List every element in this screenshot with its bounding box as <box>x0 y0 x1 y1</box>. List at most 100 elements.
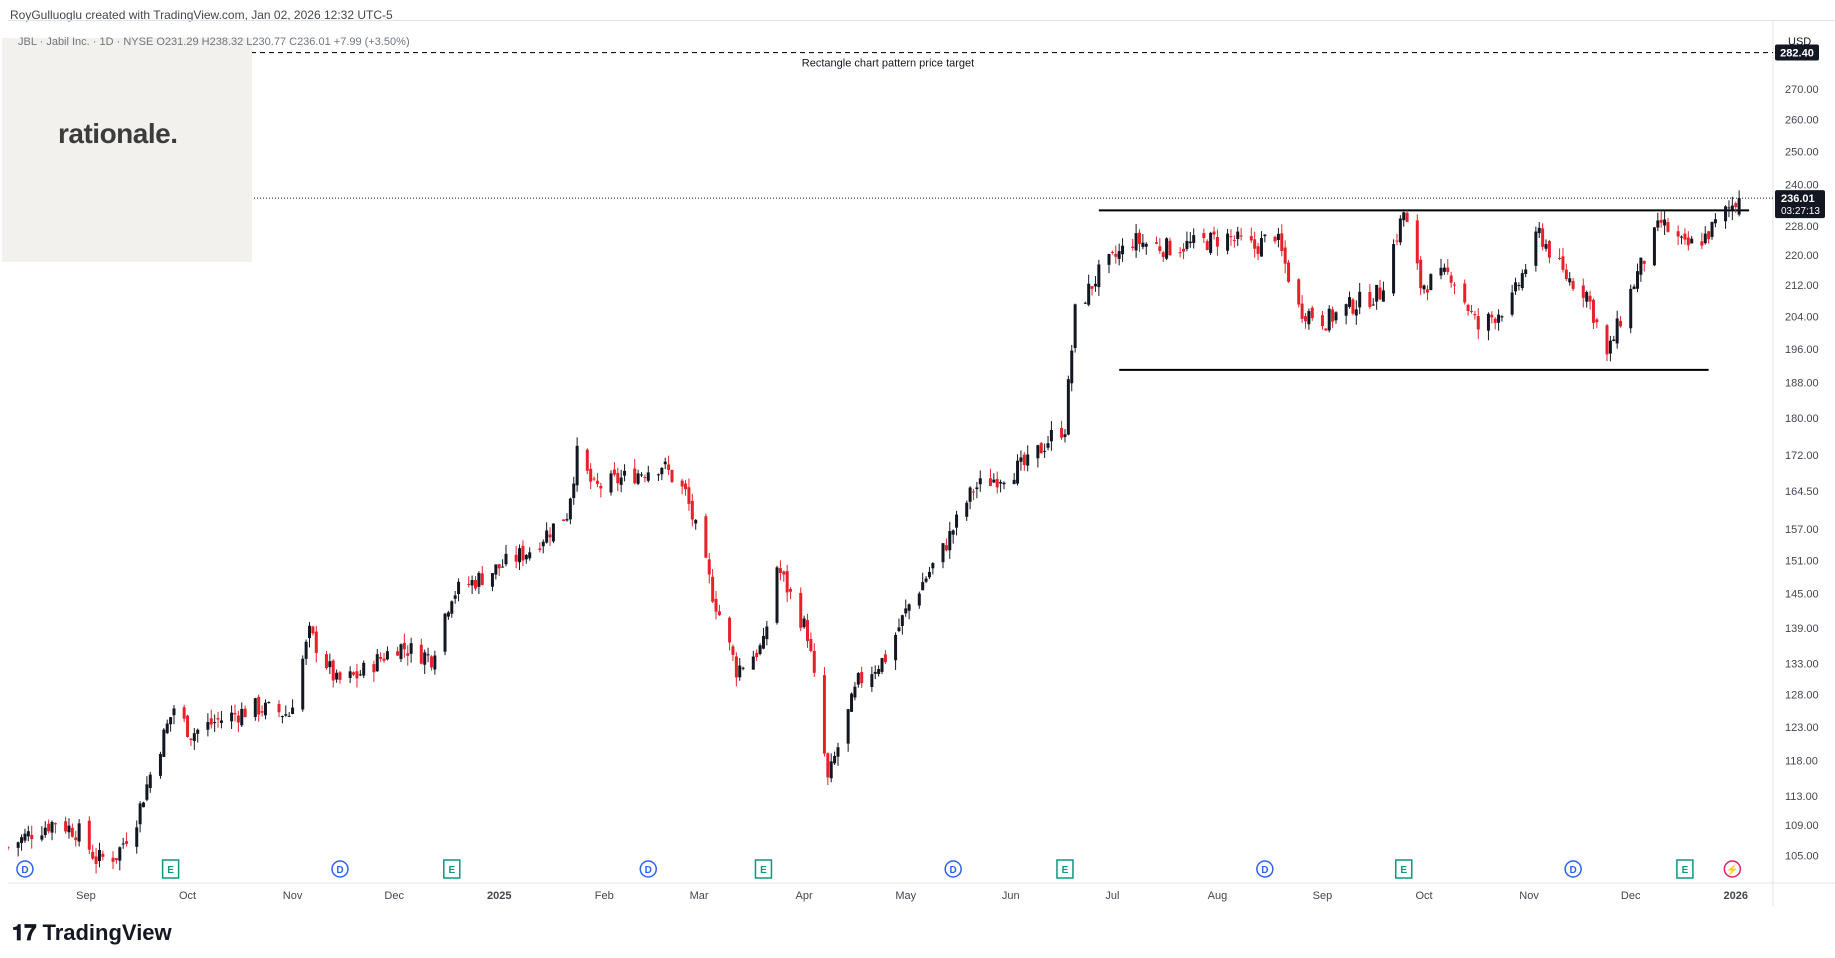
candle-body <box>1500 316 1504 318</box>
dividend-marker[interactable] <box>944 860 962 878</box>
candle-body <box>304 641 308 659</box>
earnings-marker[interactable] <box>1394 859 1413 879</box>
candle-body <box>1534 231 1538 266</box>
candle-body <box>396 651 400 656</box>
candle-body <box>907 604 911 611</box>
dividend-marker[interactable] <box>16 860 34 878</box>
candle-body <box>301 658 305 710</box>
candle-body <box>375 654 379 672</box>
candle-body <box>904 608 908 614</box>
candle-body <box>1541 228 1545 247</box>
candle-body <box>372 664 376 673</box>
candle-body <box>186 715 190 737</box>
dividend-marker[interactable] <box>1256 860 1274 878</box>
candle-body <box>1259 238 1263 257</box>
candle-body <box>1700 241 1704 246</box>
candle-body <box>931 563 935 569</box>
split-marker-icon: ⚡ <box>1726 863 1738 876</box>
candle-body <box>765 626 769 640</box>
candle-body <box>1439 267 1443 276</box>
candle-body <box>206 722 210 730</box>
candle-body <box>541 541 545 547</box>
candle-body <box>1283 247 1287 264</box>
candle-body <box>761 635 765 649</box>
earnings-marker[interactable] <box>754 859 773 879</box>
candle-body <box>778 568 782 574</box>
candle-body <box>687 487 691 504</box>
candle-body <box>1320 315 1324 327</box>
candle-body <box>253 698 257 717</box>
split-marker[interactable] <box>1723 860 1742 878</box>
candle-body <box>514 554 518 562</box>
y-tick-label: 196.00 <box>1785 344 1819 356</box>
candle-body <box>944 545 948 551</box>
candle-body <box>1273 236 1277 242</box>
x-tick-label: May <box>895 890 916 902</box>
dividend-marker[interactable] <box>331 860 349 878</box>
candle-body <box>172 708 176 716</box>
candle-body <box>490 573 494 587</box>
y-tick-label: 228.00 <box>1785 221 1819 233</box>
candle-body <box>91 851 95 859</box>
earnings-marker[interactable] <box>161 859 180 879</box>
candle-body <box>1226 233 1230 251</box>
candle-body <box>1429 274 1433 291</box>
y-tick-label: 105.00 <box>1785 850 1819 862</box>
candle-body <box>240 708 244 726</box>
candle-body <box>1381 290 1385 302</box>
candle-body <box>883 654 887 663</box>
tradingview-brand[interactable]: 𝟏𝟕 TradingView <box>12 920 172 946</box>
candle-body <box>900 615 904 626</box>
candle-body <box>419 644 423 664</box>
candle-body <box>551 523 555 542</box>
candle-body <box>219 720 223 723</box>
earnings-marker[interactable] <box>1676 859 1694 879</box>
chart-frame[interactable]: USD 105.00 109.00 113.00 118.00 123.00 128.00 1… <box>8 20 1835 906</box>
candle-body <box>474 580 478 589</box>
price-chart[interactable]: USD105.00109.00113.00118.00123.00128.001… <box>8 21 1835 906</box>
candle-body <box>1229 236 1233 238</box>
candle-body <box>518 548 522 563</box>
candle-body <box>1663 219 1667 226</box>
candle-body <box>446 612 450 617</box>
y-tick-label: 172.00 <box>1785 450 1819 462</box>
candle-body <box>1493 318 1497 323</box>
dividend-marker[interactable] <box>1564 860 1582 878</box>
legend-low: L230.77 <box>246 36 287 48</box>
candle-body <box>1154 242 1158 244</box>
candle-body <box>789 588 793 592</box>
candle-body <box>169 717 173 725</box>
dividend-marker[interactable] <box>639 860 658 878</box>
candle-body <box>101 853 105 857</box>
candle-body <box>426 654 430 656</box>
candle-body <box>1117 251 1121 259</box>
candle-body <box>612 469 616 475</box>
symbol-legend[interactable]: JBL · Jabil Inc. · 1D · NYSE O231.29 H23… <box>18 36 410 48</box>
candle-body <box>1012 479 1016 485</box>
countdown-label: 03:27:13 <box>1781 206 1820 217</box>
earnings-marker[interactable] <box>1056 859 1074 879</box>
y-tick-label: 157.00 <box>1785 524 1819 536</box>
candle-body <box>504 553 508 565</box>
candle-body <box>1232 239 1236 241</box>
earnings-marker[interactable] <box>443 859 461 879</box>
candle-body <box>1063 434 1067 438</box>
dividend-marker-label: D <box>336 865 343 876</box>
candle-body <box>599 485 603 489</box>
candle-body <box>230 712 234 722</box>
candle-body <box>1683 233 1687 240</box>
candle-body <box>1019 457 1023 462</box>
candle-body <box>660 467 664 475</box>
candle-body <box>941 543 945 563</box>
candle-body <box>114 858 118 861</box>
candle-body <box>1734 203 1738 208</box>
candle-body <box>704 516 708 558</box>
candle-body <box>846 709 850 744</box>
candle-body <box>1581 285 1585 298</box>
candle-body <box>1022 454 1026 466</box>
candle-body <box>1090 286 1094 289</box>
candle-body <box>663 461 667 465</box>
candle-body <box>1469 310 1473 312</box>
candle-body <box>1141 242 1145 247</box>
candle-body <box>694 519 698 524</box>
